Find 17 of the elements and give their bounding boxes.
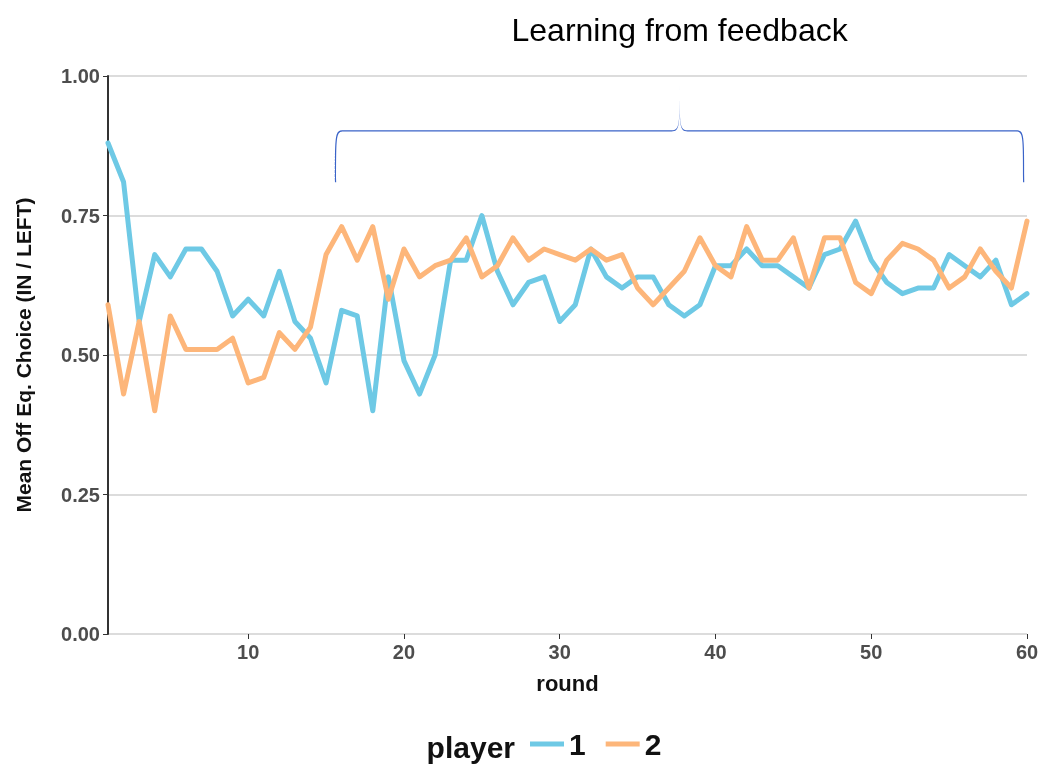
y-axis-title: Mean Off Eq. Choice (IN / LEFT) bbox=[12, 197, 35, 513]
x-axis-title: round bbox=[536, 670, 599, 696]
x-tick-label: 60 bbox=[1015, 641, 1039, 663]
y-tick-label: 0.50 bbox=[61, 344, 100, 366]
y-tick-label: 0.75 bbox=[61, 204, 100, 227]
legend-label: 1 bbox=[569, 727, 586, 761]
x-tick-label: 10 bbox=[237, 641, 260, 663]
y-tick-label: 0.25 bbox=[61, 483, 100, 506]
x-tick-label: 40 bbox=[704, 641, 727, 663]
x-tick-label: 30 bbox=[548, 641, 571, 663]
legend-label: 2 bbox=[644, 727, 662, 761]
y-tick-label: 0.00 bbox=[61, 623, 100, 645]
x-tick-label: 20 bbox=[392, 641, 416, 663]
legend-title: player bbox=[426, 730, 516, 764]
x-tick-label: 50 bbox=[860, 641, 883, 663]
y-tick-label: 1.00 bbox=[61, 65, 100, 87]
text: Learning from feedback bbox=[510, 12, 849, 49]
